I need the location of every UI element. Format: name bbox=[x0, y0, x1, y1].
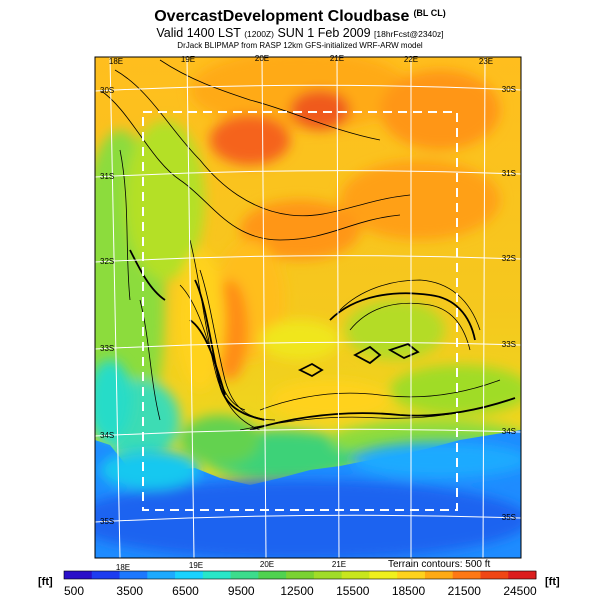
colorbar-swatch bbox=[119, 571, 148, 579]
lon-label-top: 23E bbox=[479, 57, 493, 66]
colorbar-tick-label: 24500 bbox=[503, 584, 537, 598]
colorbar-swatch bbox=[258, 571, 287, 579]
colorbar-tick-label: 21500 bbox=[447, 584, 481, 598]
colorbar-swatch bbox=[424, 571, 454, 579]
lat-label-left: 34S bbox=[100, 431, 114, 440]
lon-label-top: 20E bbox=[255, 54, 269, 63]
colorbar-tick-label: 15500 bbox=[336, 584, 370, 598]
colorbar bbox=[63, 570, 537, 580]
lat-label-left: 30S bbox=[100, 86, 114, 95]
colorbar-tick-label: 3500 bbox=[116, 584, 144, 598]
lat-label-left: 35S bbox=[100, 517, 114, 526]
colorbar-swatch bbox=[508, 571, 537, 579]
lon-label-top: 19E bbox=[181, 55, 195, 64]
colorbar-tick-label: 9500 bbox=[227, 584, 255, 598]
lat-label-left: 31S bbox=[100, 172, 114, 181]
colorbar-swatch bbox=[64, 571, 93, 579]
lat-label-left: 32S bbox=[100, 257, 114, 266]
map-title: OvercastDevelopment Cloudbase (BL CL) bbox=[154, 8, 446, 25]
lon-label-top: 22E bbox=[404, 55, 418, 64]
colorbar-tick-label: 18500 bbox=[391, 584, 426, 598]
lat-label-right: 30S bbox=[502, 85, 516, 94]
lon-label-bottom: 19E bbox=[189, 561, 203, 570]
colorbar-tick-label: 6500 bbox=[172, 584, 199, 598]
map-field bbox=[95, 57, 521, 558]
colorbar-swatch bbox=[480, 571, 509, 579]
colorbar-swatch bbox=[147, 571, 176, 579]
colorbar-swatch bbox=[286, 571, 315, 579]
lat-label-right: 35S bbox=[502, 513, 516, 522]
lon-label-bottom: 21E bbox=[332, 560, 346, 569]
colorbar-unit-left: [ft] bbox=[38, 576, 53, 588]
lon-label-top: 21E bbox=[330, 54, 344, 63]
lat-label-left: 33S bbox=[100, 344, 114, 353]
colorbar-unit-right: [ft] bbox=[545, 576, 560, 588]
lat-label-right: 33S bbox=[502, 340, 516, 349]
colorbar-tick-label: 500 bbox=[63, 584, 85, 598]
colorbar-swatch bbox=[230, 571, 259, 579]
lat-label-right: 34S bbox=[502, 427, 516, 436]
colorbar-ticks: 500 3500 6500 9500 12500 15500 18500 21500 24500 bbox=[0, 584, 600, 600]
lat-label-right: 31S bbox=[502, 169, 516, 178]
valid-time-line: Valid 1400 LST (1200Z) SUN 1 Feb 2009 [1… bbox=[156, 26, 444, 40]
colorbar-swatch bbox=[175, 571, 204, 579]
colorbar-swatch bbox=[452, 571, 481, 579]
colorbar-swatch bbox=[313, 571, 343, 579]
terrain-contour-note: Terrain contours: 500 ft bbox=[388, 559, 491, 570]
model-source-line: DrJack BLIPMAP from RASP 12km GFS-initia… bbox=[177, 41, 423, 50]
colorbar-swatch bbox=[341, 571, 370, 579]
lon-label-top: 18E bbox=[109, 57, 123, 66]
lon-label-bottom: 20E bbox=[260, 560, 274, 569]
colorbar-swatch bbox=[202, 571, 232, 579]
colorbar-swatch bbox=[397, 571, 426, 579]
lon-label-bottom: 18E bbox=[116, 563, 130, 572]
colorbar-swatch bbox=[369, 571, 398, 579]
colorbar-tick-label: 12500 bbox=[280, 584, 314, 598]
colorbar-swatch bbox=[91, 571, 121, 579]
lat-label-right: 32S bbox=[502, 254, 516, 263]
